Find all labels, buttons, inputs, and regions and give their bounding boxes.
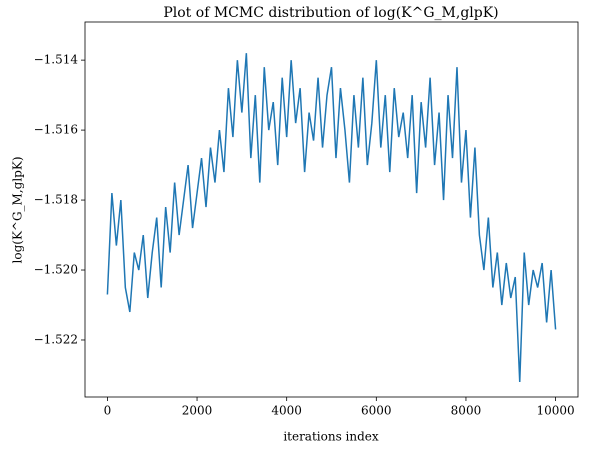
series-line <box>106 53 557 382</box>
y-tick-label: −1.518 <box>34 193 78 207</box>
plot-frame <box>84 21 579 398</box>
y-axis-label: log(K^G_M,glpK) <box>11 157 25 264</box>
x-tick-label: 2000 <box>182 404 213 418</box>
chart-title: Plot of MCMC distribution of log(K^G_M,g… <box>163 5 498 21</box>
y-tick-label: −1.516 <box>34 123 78 137</box>
y-tick-label: −1.520 <box>34 263 78 277</box>
y-tick-label: −1.522 <box>34 332 78 346</box>
x-tick-label: 4000 <box>271 404 302 418</box>
x-tick-label: 0 <box>104 404 112 418</box>
x-axis-label: iterations index <box>283 430 379 444</box>
x-tick-label: 8000 <box>451 404 482 418</box>
x-tick-label: 6000 <box>361 404 392 418</box>
x-tick-label: 10000 <box>536 404 574 418</box>
y-tick-label: −1.514 <box>34 53 79 67</box>
